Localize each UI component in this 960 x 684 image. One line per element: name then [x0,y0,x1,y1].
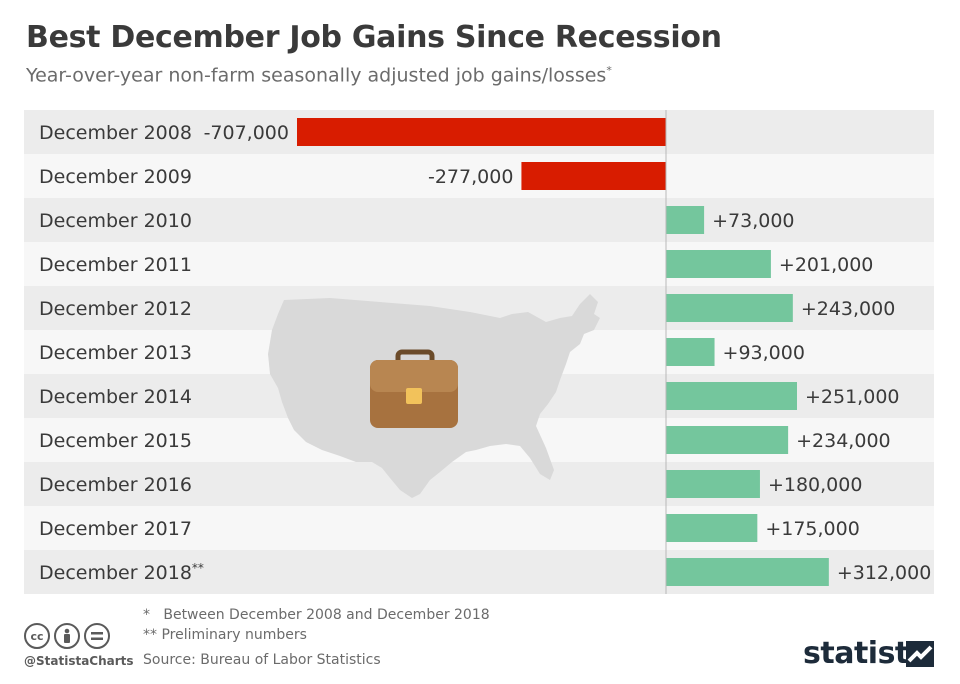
value-label: +201,000 [779,254,874,276]
bar-positive [666,338,715,366]
twitter-handle[interactable]: @StatistaCharts [24,654,134,668]
value-label: -277,000 [428,166,513,188]
category-label: December 2009 [39,166,192,188]
category-label: December 2008 [39,122,192,144]
chart-subtitle: Year-over-year non-farm seasonally adjus… [26,64,612,86]
category-footnote-mark: ** [192,561,204,575]
value-label: +93,000 [723,342,805,364]
category-label: December 2018** [39,561,204,584]
category-label: December 2015 [39,430,192,452]
bar-positive [666,514,758,542]
row-background [24,462,934,506]
bar-negative [521,162,666,190]
bar-negative [297,118,666,146]
value-label: +251,000 [805,386,900,408]
us-map-illustration [268,294,600,498]
value-label: +312,000 [837,562,932,584]
row-background [24,242,934,286]
subtitle-footnote-mark: * [606,64,612,77]
value-label: -707,000 [204,122,289,144]
category-text: December 2011 [39,254,192,276]
category-text: December 2014 [39,386,192,408]
chart-title: Best December Job Gains Since Recession [26,20,722,55]
category-text: December 2009 [39,166,192,188]
row-background [24,198,934,242]
category-label: December 2010 [39,210,192,232]
bar-positive [666,470,760,498]
bar-positive [666,426,789,454]
category-label: December 2013 [39,342,192,364]
bar-positive [666,206,705,234]
value-label: +73,000 [712,210,794,232]
bar-positive [666,558,829,586]
equals-icon[interactable] [84,623,110,649]
category-text: December 2010 [39,210,192,232]
by-icon[interactable] [54,623,80,649]
cc-icon[interactable]: cc [24,623,50,649]
subtitle-text: Year-over-year non-farm seasonally adjus… [26,64,607,87]
footnote-1: * Between December 2008 and December 201… [143,607,490,623]
category-text: December 2008 [39,122,192,144]
row-background [24,154,934,198]
briefcase-icon [370,349,458,428]
category-text: December 2017 [39,518,192,540]
category-label: December 2017 [39,518,192,540]
bar-positive [666,250,771,278]
value-label: +243,000 [801,298,896,320]
row-background [24,506,934,550]
footnote-2: ** Preliminary numbers [143,627,307,643]
value-label: +175,000 [765,518,860,540]
category-label: December 2016 [39,474,192,496]
value-label: +234,000 [796,430,891,452]
category-label: December 2012 [39,298,192,320]
category-text: December 2018 [39,562,192,584]
category-text: December 2015 [39,430,192,452]
category-label: December 2011 [39,254,192,276]
bar-chart: December 2008 December 2009 December 2010 D… [24,110,934,594]
category-label: December 2014 [39,386,192,408]
category-text: December 2013 [39,342,192,364]
value-label: +180,000 [768,474,863,496]
source-note: Source: Bureau of Labor Statistics [143,652,381,668]
license-icons: cc [24,623,110,649]
category-text: December 2016 [39,474,192,496]
bar-positive [666,382,798,410]
bar-positive [666,294,793,322]
statista-logo-icon [906,641,934,667]
category-text: December 2012 [39,298,192,320]
